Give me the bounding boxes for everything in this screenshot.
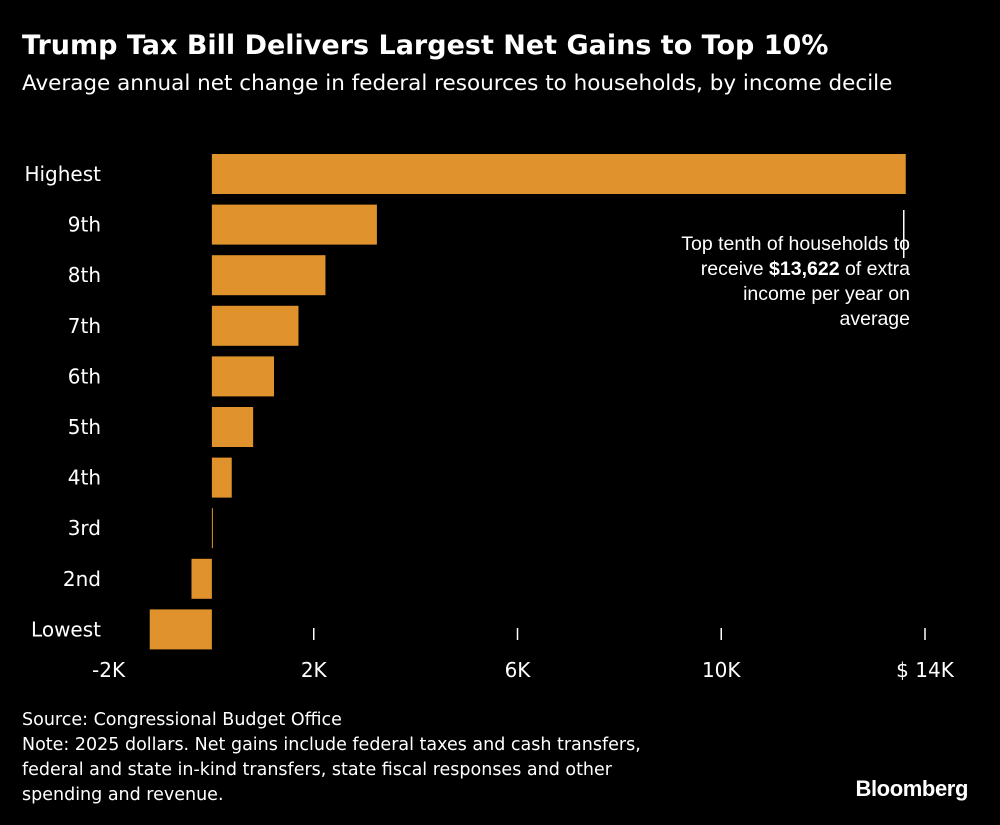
footnote-line: Note: 2025 dollars. Net gains include fe… <box>22 735 641 755</box>
bar-lowest <box>149 609 212 650</box>
x-tick-label: $ 14K <box>896 658 955 682</box>
bar-highest <box>211 154 906 194</box>
category-label: Lowest <box>31 617 101 641</box>
annotation-highlight-value: $13,622 <box>769 258 840 280</box>
bar-5th <box>211 407 254 447</box>
category-label: 3rd <box>68 516 101 540</box>
bar-chart: Highest 9th 8th 7th 6th 5th 4th 3rd 2nd Lowest -2K… <box>24 154 955 682</box>
category-label: 6th <box>68 364 101 388</box>
bar-3rd <box>211 508 213 549</box>
chart-title: Trump Tax Bill Delivers Largest Net Gain… <box>22 30 829 61</box>
highest-decile-annotation: Top tenth of households to receive $13,6… <box>680 232 910 332</box>
x-tick-label: 6K <box>505 658 532 682</box>
chart-footer: Source: Congressional Budget Office Note… <box>22 708 822 808</box>
bar-9th <box>211 204 377 245</box>
x-tick-label: 10K <box>702 658 741 682</box>
bar-4th <box>211 457 232 498</box>
x-tick-label: -2K <box>92 658 126 682</box>
category-label: 9th <box>68 213 101 237</box>
footnote-line: federal and state in-kind transfers, sta… <box>22 760 612 780</box>
footnote-line: spending and revenue. <box>22 785 224 805</box>
category-label: 4th <box>68 466 101 490</box>
bar-8th <box>211 255 326 296</box>
category-label: 5th <box>68 415 101 439</box>
bar-7th <box>211 305 299 346</box>
source-note: Source: Congressional Budget Office <box>22 710 342 730</box>
category-label: 2nd <box>63 567 101 591</box>
chart-subtitle: Average annual net change in federal res… <box>22 71 893 96</box>
annotation-text-before: Top tenth of households to receive <box>681 233 910 280</box>
category-label: 8th <box>68 263 101 287</box>
annotation-text-after: of extra income per year on average <box>743 258 910 330</box>
bloomberg-logo: Bloomberg <box>855 776 968 801</box>
x-tick-label: 2K <box>301 658 328 682</box>
bar-2nd <box>191 558 212 599</box>
category-label: 7th <box>68 314 101 338</box>
bar-6th <box>211 356 275 397</box>
category-label: Highest <box>24 162 101 186</box>
